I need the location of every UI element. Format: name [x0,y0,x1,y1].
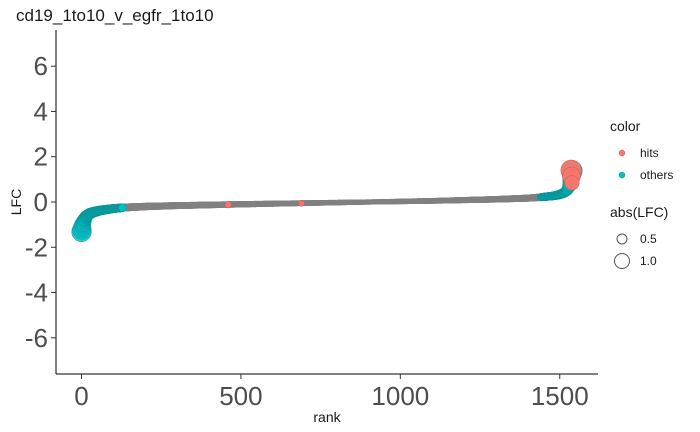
y-axis-label: LFC [8,189,24,215]
legend-size-circle-0 [616,233,628,245]
legend-item-others: others [610,164,673,186]
size-legend-title: abs(LFC) [610,204,669,220]
legend-key-hits [610,142,638,164]
legend-dot-others [618,171,626,179]
x-tick-label: 500 [219,381,262,411]
x-tick-label: 1000 [371,381,429,411]
data-point-hits [224,201,232,209]
y-tick-label: -6 [25,323,48,353]
x-tick-label: 1500 [531,381,589,411]
legend-label-size-1: 1.0 [640,254,657,268]
data-point-hits [298,200,305,207]
y-tick-label: 0 [34,187,48,217]
legend: color hits others abs(LFC) 0.5 1.0 [610,118,673,290]
y-tick-label: 2 [34,142,48,172]
legend-item-size-0: 0.5 [610,228,673,250]
x-tick-label: 0 [74,381,88,411]
y-tick-label: 6 [34,51,48,81]
y-tick-label: -2 [25,232,48,262]
legend-label-others: others [640,168,674,182]
y-tick-label: -4 [25,278,48,308]
axes-layer: -6 -4 -2 0 2 4 6 0 500 1000 1500 rank LFC [8,30,598,425]
legend-size-circle-1 [614,253,630,269]
data-point-hits [564,175,580,191]
data-point-others [118,203,127,212]
legend-item-size-1: 1.0 [610,250,673,272]
color-legend-title: color [610,118,641,134]
legend-key-size-1 [610,250,638,272]
legend-key-others [610,164,638,186]
y-tick-label: 4 [34,96,48,126]
size-legend: abs(LFC) 0.5 1.0 [610,204,673,272]
legend-label-hits: hits [640,146,659,160]
legend-key-size-0 [610,228,638,250]
legend-dot-hits [618,149,626,157]
legend-item-hits: hits [610,142,673,164]
color-legend: color hits others [610,118,673,186]
points-layer [71,159,583,242]
chart-title: cd19_1to10_v_egfr_1to10 [16,6,214,25]
legend-label-size-0: 0.5 [640,232,657,246]
x-axis-label: rank [313,409,341,425]
